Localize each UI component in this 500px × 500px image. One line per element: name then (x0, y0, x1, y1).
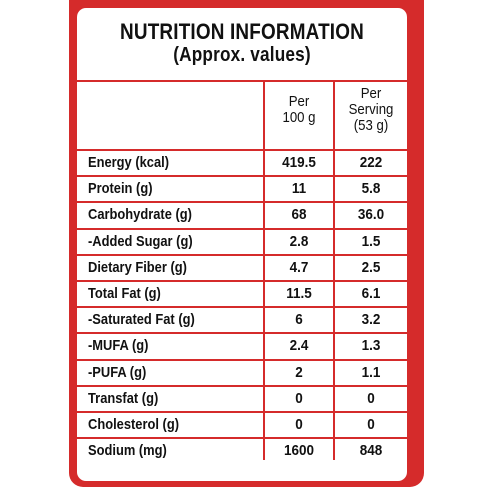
table-divider (77, 80, 407, 82)
value-per-serving: 222 (359, 154, 383, 171)
value-per-100g: 0 (295, 416, 303, 433)
table-divider (77, 332, 407, 335)
nutrient-name: Dietary Fiber (g) (88, 258, 187, 276)
nutrient-name: -Saturated Fat (g) (88, 311, 195, 329)
nutrient-name: Transfat (g) (88, 389, 159, 407)
nutrient-name: Cholesterol (g) (88, 416, 180, 433)
value-per-100g: 0 (295, 389, 303, 407)
value-per-100g: 1600 (283, 442, 315, 460)
value-per-100g: 2 (295, 363, 303, 381)
value-per-100g: 11 (291, 180, 307, 198)
column-header-line: Serving (348, 101, 394, 118)
nutrition-label: NUTRITION INFORMATION (Approx. values) P… (77, 8, 407, 481)
value-per-serving: 2.5 (361, 258, 381, 276)
table-divider (77, 411, 407, 413)
table-divider (77, 201, 407, 204)
value-per-serving: 1.5 (361, 232, 381, 250)
nutrient-name: Protein (g) (88, 180, 153, 198)
nutrient-name: -PUFA (g) (88, 363, 147, 381)
table-divider (77, 175, 407, 178)
nutrition-table: Per 100 g Per Serving (53 g) Energy (kca… (77, 80, 407, 481)
value-per-100g: 4.7 (289, 258, 309, 276)
value-per-serving: 0 (367, 416, 375, 433)
column-header-line: (53 g) (353, 117, 389, 134)
column-header-line: Per (288, 93, 310, 110)
nutrient-name: -Added Sugar (g) (88, 232, 193, 250)
value-per-100g: 419.5 (282, 154, 316, 171)
table-divider (77, 437, 407, 440)
table-divider (77, 227, 407, 230)
table-divider (77, 384, 407, 387)
nutrient-name: -MUFA (g) (88, 337, 149, 355)
nutrient-name: Total Fat (g) (88, 285, 161, 302)
table-divider (77, 306, 407, 309)
table-divider (77, 253, 407, 256)
column-header-per-serving: Per Serving (53 g) (339, 86, 402, 134)
value-per-serving: 848 (359, 442, 383, 460)
label-subtitle: (Approx. values) (173, 44, 311, 66)
value-per-serving: 1.1 (361, 363, 381, 381)
nutrient-name: Energy (kcal) (88, 154, 170, 171)
value-per-100g: 68 (291, 206, 307, 224)
value-per-100g: 2.4 (289, 337, 309, 355)
value-per-100g: 2.8 (289, 232, 309, 250)
value-per-serving: 5.8 (361, 180, 381, 198)
value-per-serving: 0 (367, 389, 375, 407)
nutrient-name: Carbohydrate (g) (88, 206, 192, 224)
nutrient-name: Sodium (mg) (88, 442, 167, 460)
table-divider (77, 149, 407, 151)
column-divider (263, 80, 265, 460)
value-per-serving: 36.0 (357, 206, 385, 224)
table-divider (77, 358, 407, 361)
value-per-serving: 6.1 (361, 285, 381, 302)
value-per-100g: 6 (295, 311, 303, 329)
label-title: NUTRITION INFORMATION (120, 19, 364, 44)
column-header-line: 100 g (282, 109, 316, 126)
value-per-serving: 1.3 (361, 337, 381, 355)
table-divider (77, 280, 407, 282)
column-divider (333, 80, 335, 460)
label-heading: NUTRITION INFORMATION (Approx. values) (77, 8, 407, 80)
column-header-line: Per (360, 85, 382, 102)
column-header-per-100g: Per 100 g (269, 94, 329, 126)
value-per-serving: 3.2 (361, 311, 381, 329)
value-per-100g: 11.5 (286, 285, 312, 302)
